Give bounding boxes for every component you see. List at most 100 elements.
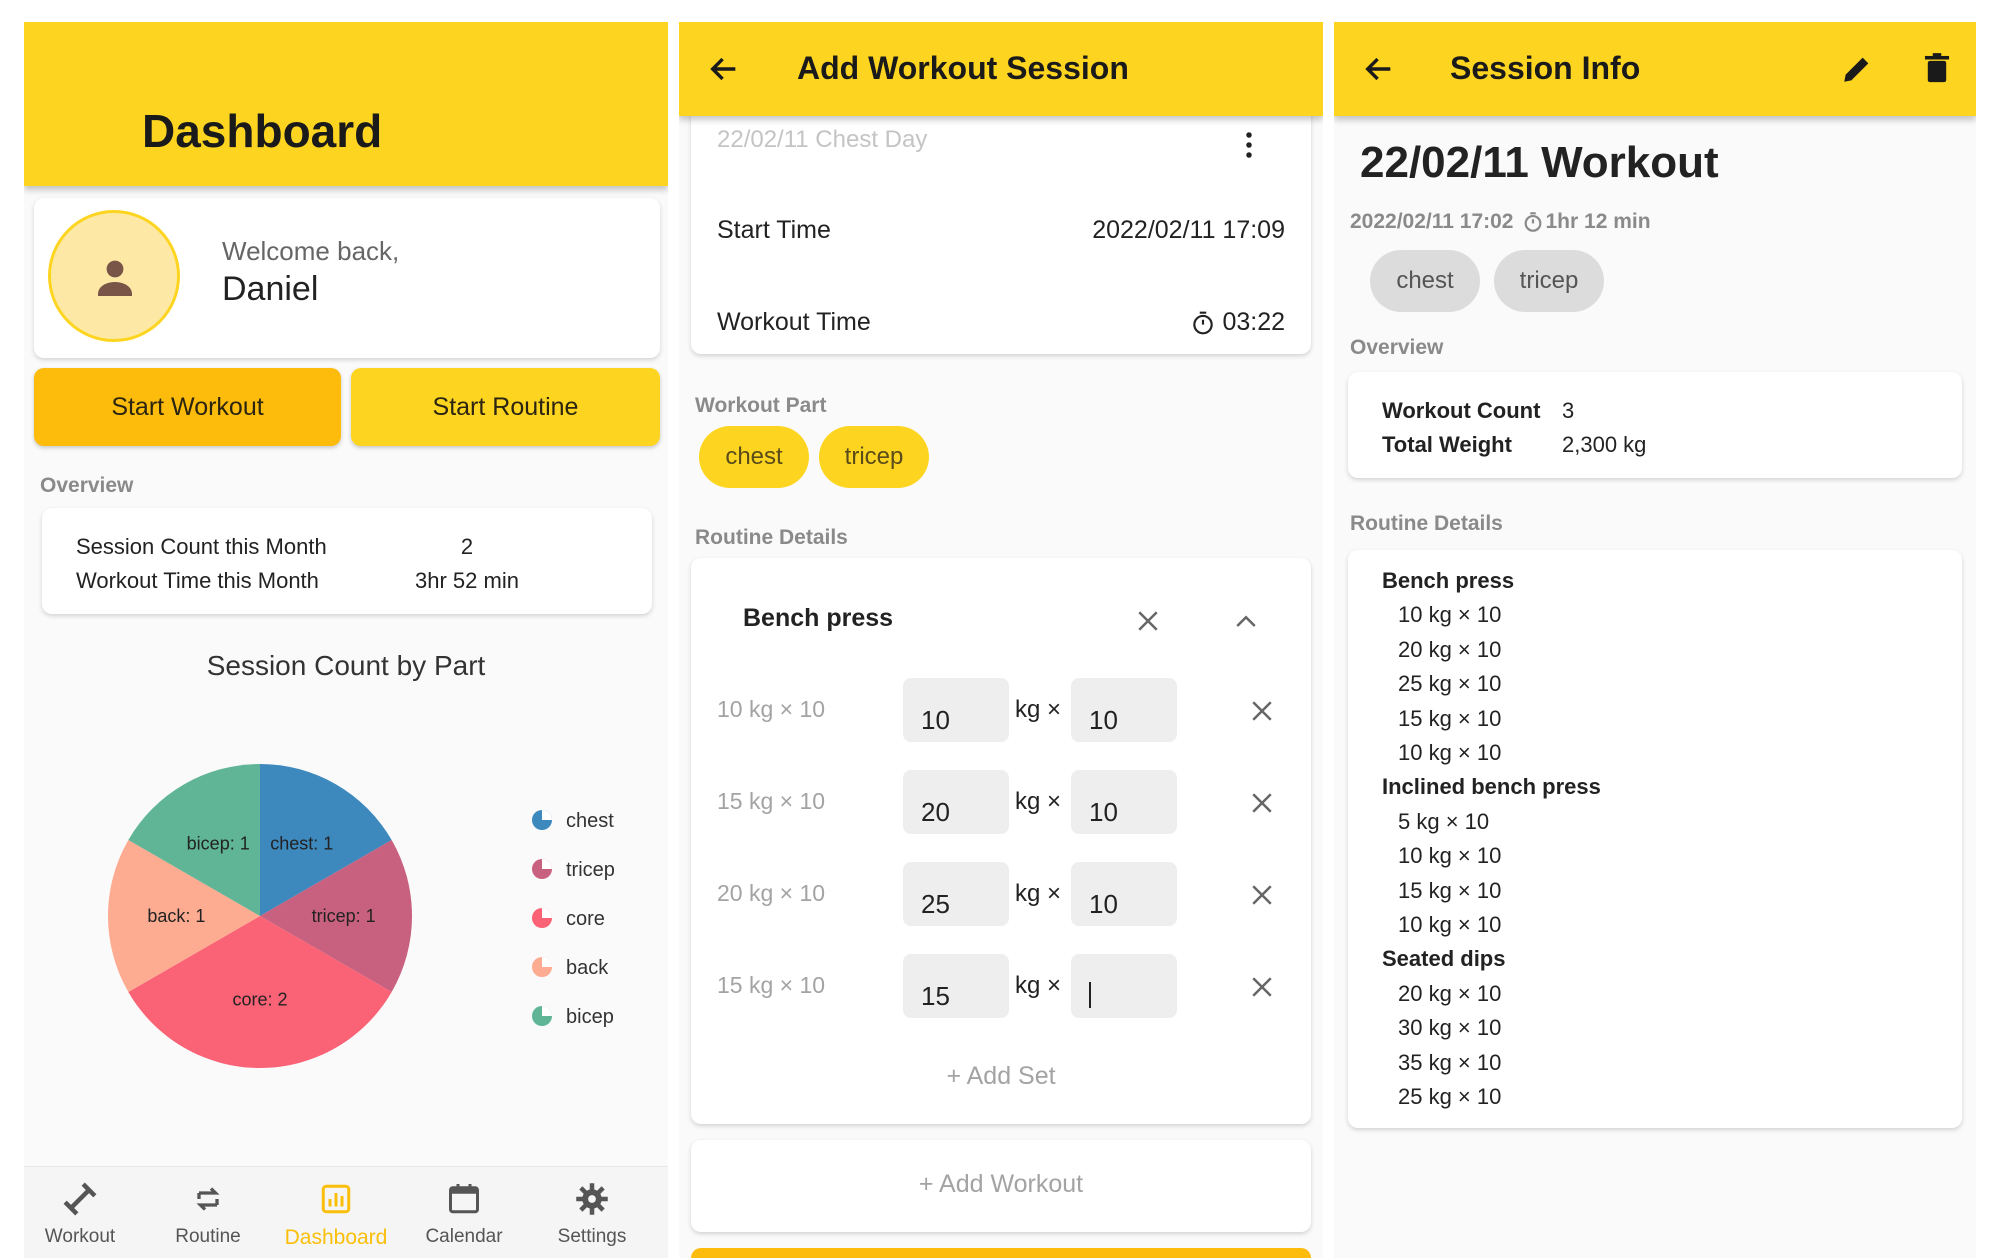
- set-entry: 10 kg × 10: [1398, 602, 1502, 628]
- workout-part-label: Workout Part: [695, 394, 827, 417]
- overview-card: Session Count this Month 2 Workout Time …: [42, 508, 652, 614]
- set-reps-input[interactable]: [1071, 954, 1177, 1018]
- set-entry: 35 kg × 10: [1398, 1049, 1502, 1075]
- set-unit-label: kg ×: [1015, 880, 1062, 907]
- set-reps-input[interactable]: 10: [1071, 862, 1177, 926]
- calendar-icon: [449, 1184, 479, 1214]
- save-session-button[interactable]: [691, 1248, 1311, 1258]
- set-unit-label: kg ×: [1015, 788, 1062, 815]
- remove-set-icon[interactable]: [1247, 972, 1277, 1002]
- nav-settings[interactable]: Settings: [528, 1181, 656, 1248]
- set-reps-input[interactable]: 10: [1071, 678, 1177, 742]
- exercise-name: Inclined bench press: [1382, 774, 1601, 800]
- session-info-card: 22/02/11 Chest Day Start Time 2022/02/11…: [691, 82, 1311, 354]
- routine-details-label: Routine Details: [695, 526, 848, 549]
- pie-slice-chest[interactable]: [260, 764, 392, 916]
- chart-icon: [321, 1184, 351, 1214]
- set-previous: 20 kg × 10: [717, 880, 826, 906]
- dumbbell-icon: [63, 1182, 97, 1216]
- page-title: Session Info: [1450, 50, 1641, 86]
- legend-item-core: core: [532, 908, 605, 930]
- add-workout-label: Add Workout: [939, 1170, 1084, 1198]
- set-reps-input[interactable]: 10: [1071, 770, 1177, 834]
- nav-routine[interactable]: Routine: [144, 1181, 272, 1248]
- welcome-text: Welcome back,: [222, 236, 400, 266]
- nav-label: Settings: [557, 1226, 627, 1247]
- set-weight-input[interactable]: 20: [903, 770, 1009, 834]
- part-chip-tricep[interactable]: tricep: [819, 426, 929, 488]
- more-vertical-icon[interactable]: [1239, 130, 1259, 160]
- legend-swatch-cut: [542, 1006, 552, 1016]
- set-entry: 20 kg × 10: [1398, 980, 1502, 1006]
- overview-row-value: 2,300 kg: [1562, 432, 1647, 457]
- part-chip-chest[interactable]: chest: [699, 426, 809, 488]
- routine-details-label: Routine Details: [1350, 512, 1503, 535]
- pie-slice-label: chest: 1: [270, 834, 333, 854]
- session-name-input[interactable]: 22/02/11 Chest Day: [717, 126, 928, 153]
- remove-set-icon[interactable]: [1247, 880, 1277, 910]
- pie-slice-label: core: 2: [232, 990, 287, 1010]
- chart-title: Session Count by Part: [206, 650, 486, 681]
- legend-swatch-cut: [542, 908, 552, 918]
- user-name: Daniel: [222, 270, 319, 308]
- delete-icon[interactable]: [1920, 50, 1954, 86]
- start-time-value[interactable]: 2022/02/11 17:09: [1092, 216, 1285, 244]
- remove-set-icon[interactable]: [1247, 788, 1277, 818]
- set-weight-input[interactable]: 25: [903, 862, 1009, 926]
- stopwatch-icon: [1193, 311, 1214, 334]
- legend-item-back: back: [532, 957, 609, 979]
- add-workout-button[interactable]: + Add Workout: [691, 1140, 1311, 1232]
- workout-time-value: 03:22: [1222, 308, 1285, 336]
- set-entry: 10 kg × 10: [1398, 843, 1502, 869]
- exercise-name: Bench press: [743, 604, 894, 632]
- remove-exercise-icon[interactable]: [1133, 606, 1163, 636]
- start-workout-button[interactable]: Start Workout: [34, 368, 341, 446]
- nav-label: Calendar: [425, 1226, 503, 1247]
- start-routine-button[interactable]: Start Routine: [351, 368, 660, 446]
- set-previous: 10 kg × 10: [717, 696, 826, 722]
- pie-slice-back[interactable]: [108, 840, 260, 992]
- stopwatch-icon: [1524, 212, 1541, 232]
- session-info-screen: Session Info 22/02/11 Workout 2022/02/11…: [1334, 22, 1976, 1258]
- pie-slice-label: back: 1: [147, 906, 205, 926]
- set-weight-input[interactable]: 10: [903, 678, 1009, 742]
- pie-slice-bicep[interactable]: [128, 764, 260, 916]
- legend-item-tricep: tricep: [532, 859, 615, 881]
- edit-icon[interactable]: [1840, 52, 1874, 86]
- legend-item-bicep: bicep: [532, 1006, 614, 1028]
- back-arrow-icon[interactable]: [1362, 52, 1396, 86]
- set-weight-input[interactable]: 15: [903, 954, 1009, 1018]
- overview-row-value: 3: [1562, 398, 1575, 423]
- exercise-name: Bench press: [1382, 568, 1515, 593]
- session-heading: 22/02/11 Workout: [1360, 138, 1719, 187]
- add-set-label: Add Set: [966, 1062, 1056, 1090]
- nav-workout[interactable]: Workout: [24, 1181, 144, 1248]
- page-title: Dashboard: [142, 105, 383, 157]
- back-arrow-icon[interactable]: [707, 52, 741, 86]
- page-title: Add Workout Session: [797, 50, 1129, 86]
- set-entry: 25 kg × 10: [1398, 1084, 1502, 1109]
- avatar[interactable]: [48, 210, 180, 342]
- pie-slice-tricep[interactable]: [260, 840, 412, 992]
- pie-slice-label: tricep: 1: [312, 906, 376, 926]
- nav-dashboard[interactable]: Dashboard: [272, 1181, 400, 1250]
- chevron-up-icon[interactable]: [1231, 606, 1261, 636]
- set-entry: 30 kg × 10: [1398, 1015, 1502, 1041]
- overview-row-label: Workout Time this Month: [76, 568, 319, 593]
- nav-label: Workout: [44, 1226, 116, 1247]
- overview-row-value: 3hr 52 min: [415, 568, 519, 593]
- legend-swatch-cut: [542, 957, 552, 967]
- add-set-button[interactable]: + Add Set: [691, 1062, 1311, 1091]
- nav-calendar[interactable]: Calendar: [400, 1181, 528, 1248]
- remove-set-icon[interactable]: [1247, 696, 1277, 726]
- bottom-nav: Workout Routine Dashboard Calendar: [24, 1166, 668, 1258]
- set-entry: 10 kg × 10: [1398, 740, 1502, 765]
- legend-label: chest: [566, 810, 614, 832]
- overview-label: Overview: [40, 474, 134, 497]
- pie-slice-label: bicep: 1: [187, 834, 250, 854]
- overview-label: Overview: [1350, 336, 1444, 359]
- overview-row-label: Total Weight: [1382, 432, 1512, 457]
- repeat-icon: [196, 1187, 220, 1211]
- dashboard-app-bar: Dashboard: [24, 22, 668, 186]
- set-entry: 15 kg × 10: [1398, 877, 1502, 903]
